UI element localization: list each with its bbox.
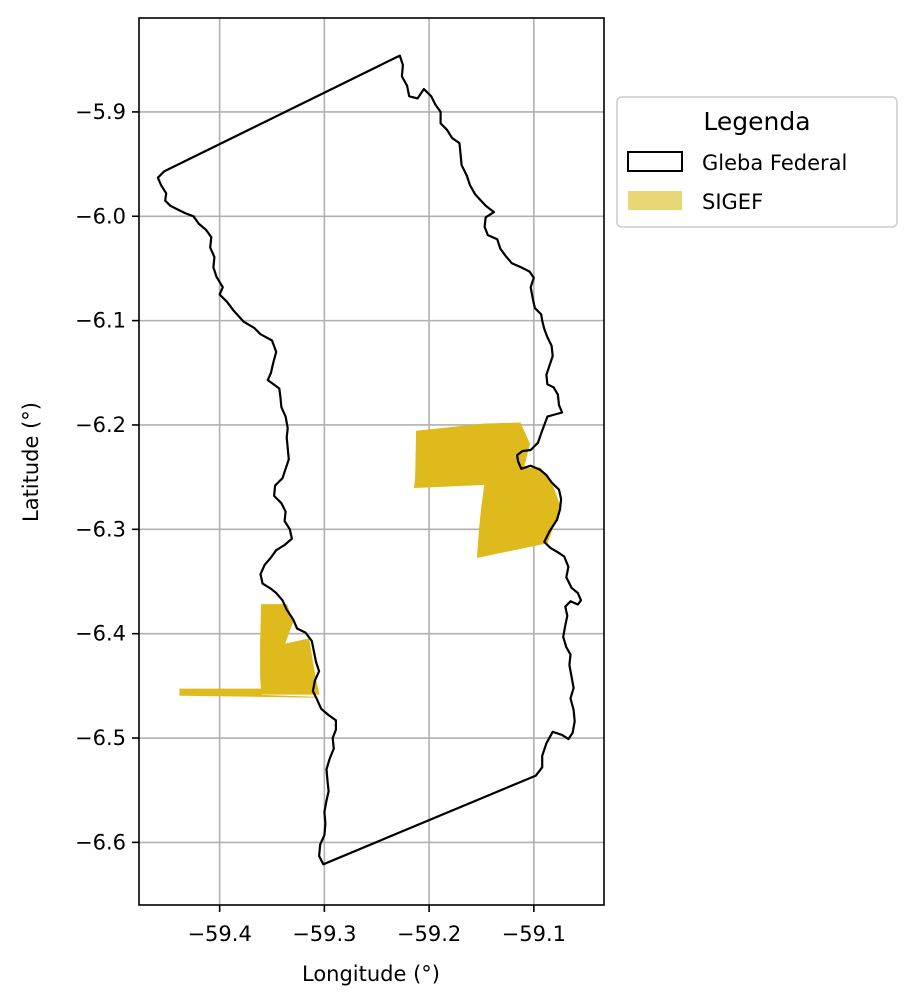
plot-frame: [138, 17, 605, 906]
sigef-parcel: [260, 675, 320, 695]
y-tick-label: −6.0: [75, 204, 126, 228]
x-tick-label: −59.1: [502, 922, 566, 946]
legend-swatch-gleba-federal: [627, 151, 683, 172]
legend-title: Legenda: [703, 107, 810, 136]
y-tick-label: −6.5: [75, 726, 126, 750]
legend-label-gleba-federal: Gleba Federal: [702, 151, 847, 175]
x-tick-label: −59.3: [292, 922, 356, 946]
y-axis-label: Latitude (°): [19, 402, 43, 522]
y-tick-label: −6.4: [75, 622, 126, 646]
plot-area-background: [139, 18, 604, 905]
legend-box: [616, 96, 898, 228]
sigef-parcel: [260, 604, 294, 645]
legend-label-sigef: SIGEF: [702, 190, 763, 214]
y-tick-label: −6.6: [75, 830, 126, 854]
y-tick-label: −6.1: [75, 309, 126, 333]
x-tick-label: −59.4: [187, 922, 251, 946]
y-tick-label: −6.2: [75, 413, 126, 437]
gleba-federal-layer: [156, 54, 583, 866]
x-axis-ticks: −59.4 −59.3 −59.2 −59.1: [187, 905, 566, 946]
x-axis-label: Longitude (°): [302, 962, 440, 986]
y-tick-label: −6.3: [75, 517, 126, 541]
sigef-parcel: [260, 638, 316, 676]
y-tick-label: −5.9: [75, 100, 126, 124]
sigef-parcel: [179, 688, 318, 698]
y-axis-ticks: −5.9 −6.0 −6.1 −6.2 −6.3 −6.4 −6.5 −6.6: [75, 100, 139, 854]
sigef-parcel: [476, 505, 561, 558]
sigef-layer: [179, 422, 561, 698]
legend: Legenda Gleba Federal SIGEF: [616, 96, 898, 228]
x-tick-label: −59.2: [397, 922, 461, 946]
legend-swatch-sigef: [628, 191, 682, 210]
gleba-federal-boundary: [156, 54, 583, 866]
